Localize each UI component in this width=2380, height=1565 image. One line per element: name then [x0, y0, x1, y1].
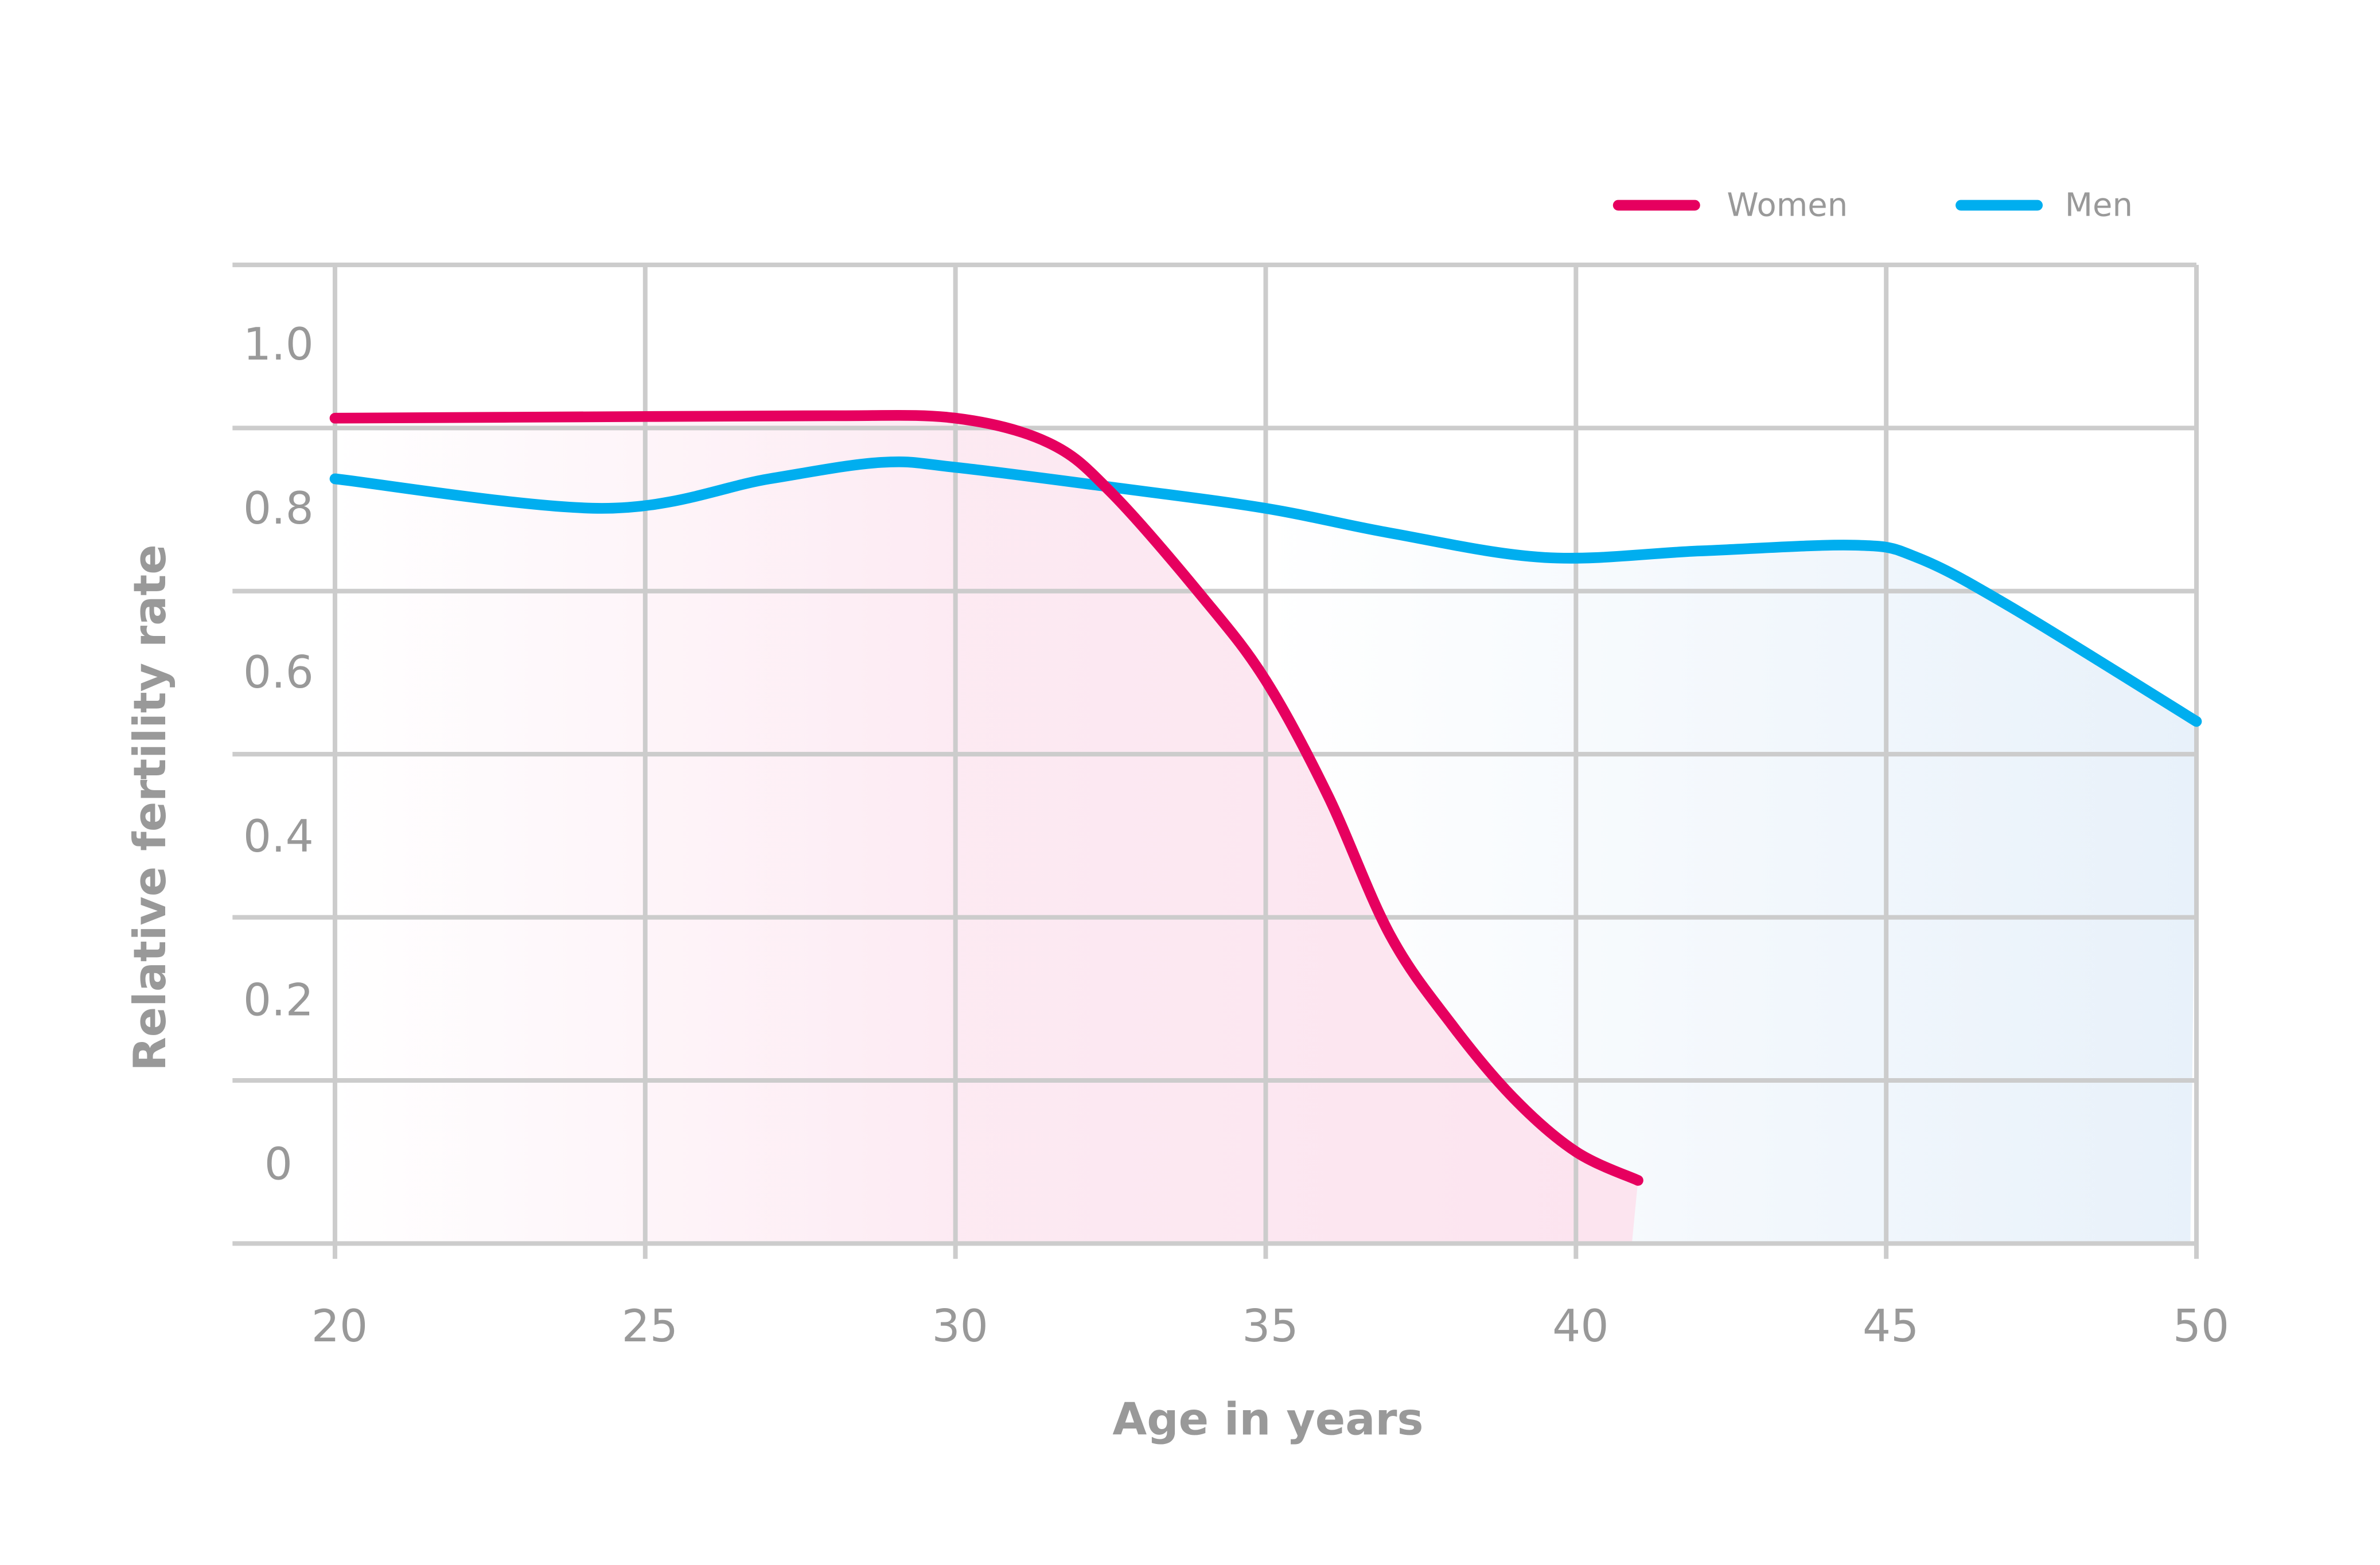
y-tick-label: 0.8: [243, 483, 314, 534]
x-tick-label: 50: [2173, 1301, 2229, 1352]
x-tick-label: 25: [622, 1301, 678, 1352]
y-tick-label: 0: [264, 1138, 293, 1190]
legend-label-women: Women: [1727, 187, 1848, 224]
x-tick-label: 30: [932, 1301, 988, 1352]
x-tick-label: 40: [1552, 1301, 1608, 1352]
y-tick-label: 1.0: [243, 319, 314, 370]
x-axis-label: Age in years: [1112, 1394, 1423, 1446]
y-tick-label: 0.4: [243, 811, 314, 862]
y-tick-label: 0.2: [243, 975, 314, 1027]
x-tick-label: 45: [1863, 1301, 1919, 1352]
series-line-men: [329, 456, 2202, 727]
y-axis-label: Relative fertility rate: [124, 544, 176, 1071]
series-line-women: [329, 409, 1643, 1186]
x-tick-label: 35: [1242, 1301, 1298, 1352]
y-tick-label: 0.6: [243, 647, 314, 698]
legend: Women Men: [1612, 187, 2133, 224]
x-tick-label: 20: [311, 1301, 368, 1352]
area-women: [334, 415, 1638, 1244]
legend-label-men: Men: [2065, 187, 2133, 224]
